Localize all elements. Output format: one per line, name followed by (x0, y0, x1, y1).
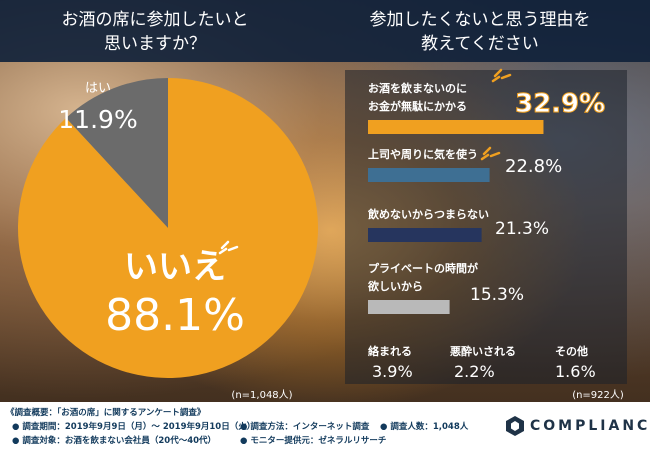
bar-sample-size: (n=922人) (572, 389, 624, 401)
bar-label-3-0: プライベートの時間が (368, 261, 478, 275)
bar-3 (368, 300, 450, 314)
pie-emphasis-marks (218, 240, 239, 255)
footer: 《調査概要：「お酒の席」に関するアンケート調査》 ● 調査期間：2019年9月9… (0, 402, 650, 450)
right-question-line-2: 教えてください (421, 34, 539, 54)
pie-value-no: 88.1% (105, 290, 245, 341)
footer-period: ● 調査期間：2019年9月9日（月）〜 2019年9月10日（火） (12, 422, 256, 432)
bar-emphasis-marks-2 (480, 146, 501, 161)
footer-method: ● 調査方法：インターネット調査 (240, 422, 370, 432)
other-value-2: 1.6% (555, 362, 596, 381)
pie-sample-size: (n=1,048人) (231, 389, 292, 401)
bar-emphasis-marks-1 (491, 68, 512, 83)
other-label-0: 絡まれる (368, 344, 412, 358)
bar-2 (368, 228, 482, 242)
right-question-line-1: 参加したくないと思う理由を (369, 10, 591, 30)
footer-count: ● 調査人数：1,048人 (380, 422, 469, 432)
bar-label-1-0: 上司や周りに気を使う (368, 147, 478, 161)
header-bar: お酒の席に参加したいと 思いますか？ 参加したくないと思う理由を 教えてください (0, 0, 650, 62)
footer-target: ● 調査対象：お酒を飲まない会社員（20代〜40代） (12, 436, 217, 446)
compliance-logo-icon (506, 416, 524, 436)
pie-slice-0 (66, 78, 168, 228)
bar-value-0: 32.9% (515, 89, 605, 119)
pie-slice-1 (18, 78, 318, 378)
bar-label-0-0: お酒を飲まないのに (368, 81, 467, 95)
bar-label-2-0: 飲めないからつまらない (367, 207, 489, 221)
left-question-line-1: お酒の席に参加したいと (61, 10, 249, 30)
bar-1 (368, 168, 490, 182)
compliance-logo-text: COMPLIANCE (530, 418, 650, 434)
left-question-line-2: 思いますか？ (104, 34, 206, 54)
bar-label-3-1: 欲しいから (367, 279, 423, 293)
bar-0 (368, 120, 544, 134)
left-question: お酒の席に参加したいと 思いますか？ (20, 8, 290, 56)
other-value-0: 3.9% (372, 362, 413, 381)
bar-value-2: 21.3% (495, 219, 549, 239)
bar-value-1: 22.8% (505, 156, 562, 177)
footer-provider: ● モニター提供元：ゼネラルリサーチ (240, 436, 387, 446)
other-label-2: その他 (555, 344, 588, 358)
pie-label-no: いいえ (124, 247, 226, 287)
footer-overview: 《調査概要：「お酒の席」に関するアンケート調査》 (6, 408, 206, 418)
bar-value-3: 15.3% (470, 285, 524, 305)
bar-label-0-1: お金が無駄にかかる (368, 99, 467, 113)
pie-value-yes: 11.9% (58, 105, 137, 134)
right-question: 参加したくないと思う理由を 教えてください (330, 8, 630, 56)
other-value-1: 2.2% (454, 362, 495, 381)
pie-label-yes: はい (85, 81, 111, 96)
other-label-1: 悪酔いされる (450, 344, 516, 358)
